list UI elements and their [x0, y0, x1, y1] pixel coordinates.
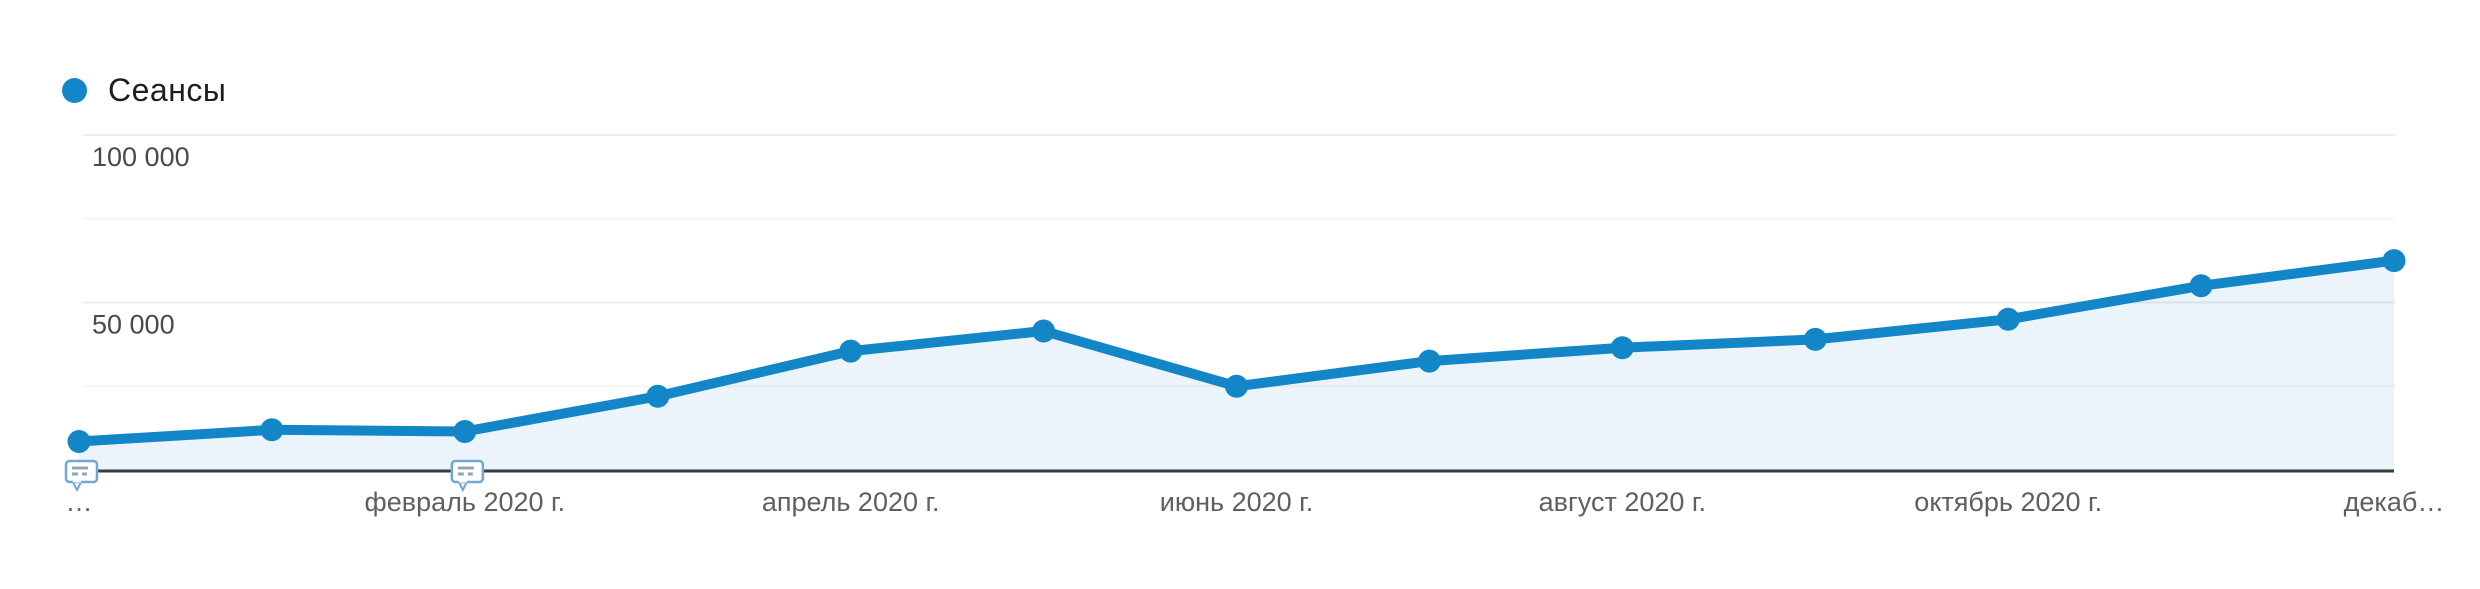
annotation-marker-icon[interactable] [64, 459, 99, 493]
annotation-marker-part [450, 459, 485, 484]
x-axis-tick-label: октябрь 2020 г. [1914, 487, 2102, 517]
x-axis-tick-label: август 2020 г. [1539, 487, 1706, 517]
data-point[interactable] [1417, 349, 1441, 373]
data-point[interactable] [260, 418, 284, 442]
data-point[interactable] [453, 420, 477, 443]
data-point[interactable] [839, 339, 863, 363]
data-point[interactable] [1032, 319, 1056, 343]
annotation-marker-icon[interactable] [450, 459, 485, 493]
x-axis-tick-label: … [66, 487, 93, 517]
x-axis-tick-label: апрель 2020 г. [762, 487, 940, 517]
data-point[interactable] [1803, 327, 1827, 351]
series-color-dot-icon [62, 77, 87, 103]
x-axis-tick-label: декаб… [2344, 487, 2445, 517]
legend-series-label: Сеансы [108, 72, 227, 108]
annotation-marker-part [64, 459, 99, 484]
chart-legend[interactable]: Сеансы [62, 74, 226, 106]
data-point[interactable] [2189, 274, 2213, 298]
sessions-area-fill [79, 260, 2394, 470]
y-axis-tick-label: 50 000 [92, 310, 175, 340]
data-point[interactable] [67, 430, 91, 453]
data-point[interactable] [1996, 307, 2020, 331]
y-axis-tick-label: 100 000 [92, 142, 190, 172]
data-point[interactable] [1225, 374, 1248, 398]
x-axis-tick-label: июнь 2020 г. [1160, 487, 1313, 517]
data-point[interactable] [2382, 249, 2406, 273]
data-point[interactable] [1610, 336, 1634, 360]
x-axis-tick-label: февраль 2020 г. [365, 487, 566, 517]
data-point[interactable] [646, 384, 670, 408]
